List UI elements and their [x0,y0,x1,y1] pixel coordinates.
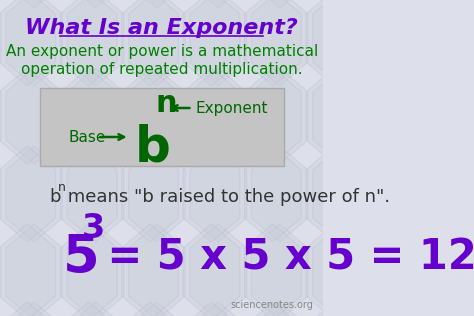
Text: What Is an Exponent?: What Is an Exponent? [25,18,298,38]
Text: = 5 x 5 x 5 = 125: = 5 x 5 x 5 = 125 [93,237,474,279]
Text: means "b raised to the power of n".: means "b raised to the power of n". [62,188,390,206]
Text: sciencenotes.org: sciencenotes.org [231,300,314,310]
Text: Base: Base [68,130,106,144]
FancyBboxPatch shape [39,88,284,166]
Text: Exponent: Exponent [195,100,268,116]
Text: b: b [49,188,61,206]
Text: 5: 5 [63,232,100,284]
Text: n: n [155,88,177,118]
Text: operation of repeated multiplication.: operation of repeated multiplication. [21,62,302,77]
Text: 3: 3 [82,211,105,245]
Text: n: n [58,181,66,194]
Text: b: b [135,124,171,172]
Text: An exponent or power is a mathematical: An exponent or power is a mathematical [6,44,318,59]
